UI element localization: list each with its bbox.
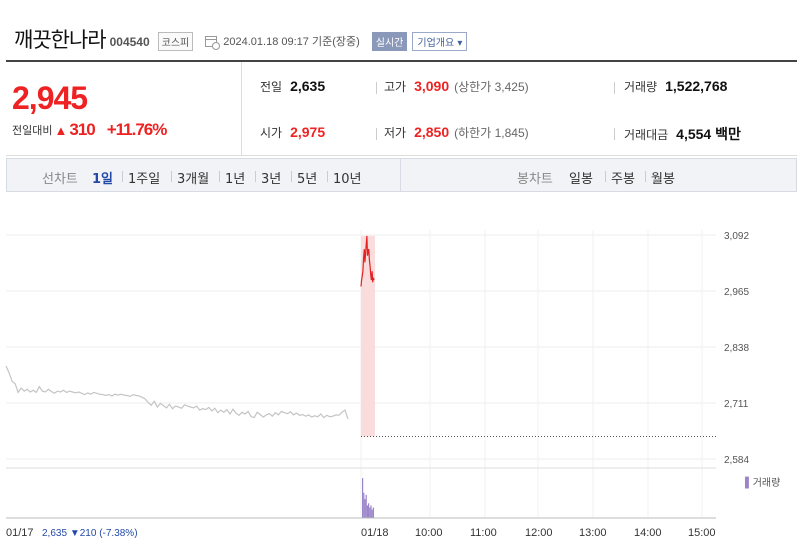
today-shade	[361, 235, 375, 437]
chart-period-bar: 선차트 1일 1주일 3개월 1년 3년 5년 10년 봉차트 일봉 주봉 월봉	[6, 158, 797, 192]
candle-monthly[interactable]: 월봉	[645, 168, 675, 187]
x-tick-label: 01/17	[6, 527, 34, 539]
y-tick-label: 2,584	[724, 455, 749, 466]
candle-daily[interactable]: 일봉	[569, 172, 593, 187]
stat-label: 거래대금	[624, 128, 669, 142]
x-axis-labels: 01/17 01/18 10:00 11:00 12:00 13:00 14:00 15:00	[6, 527, 716, 539]
volume-legend: ▌거래량	[744, 476, 780, 489]
lower-limit: (하한가 1,845)	[454, 126, 529, 140]
change-percent: +11.76%	[106, 120, 168, 139]
stat-value: 1,522,768	[665, 78, 728, 94]
change-amount: 310	[69, 120, 95, 139]
y-tick-label: 2,838	[724, 343, 749, 354]
stat-value: 2,975	[290, 124, 326, 140]
x-tick-label: 13:00	[579, 527, 607, 539]
down-triangle-icon: ▼	[70, 528, 80, 539]
prev-close-value: 2,635	[42, 528, 67, 539]
change-label: 전일대비	[12, 125, 53, 137]
period-10y[interactable]: 10년	[327, 168, 362, 187]
volume-bar	[362, 478, 364, 518]
stat-value: 2,850	[414, 124, 450, 140]
candle-weekly[interactable]: 주봉	[605, 168, 635, 187]
volume-bar	[372, 507, 374, 518]
period-3m[interactable]: 3개월	[170, 168, 209, 187]
divider	[376, 128, 377, 140]
y-tick-label: 2,965	[724, 287, 749, 298]
stock-header: 깨끗한나라 004540 코스피 2024.01.18 09:17 기준(장중)…	[14, 24, 468, 54]
period-1y[interactable]: 1년	[218, 168, 245, 187]
divider	[376, 82, 377, 94]
volume-legend-label: 거래량	[753, 477, 781, 489]
prev-percent: (-7.38%)	[99, 528, 137, 539]
market-badge: 코스피	[157, 31, 194, 51]
candle-chart-title: 봉차트	[517, 172, 553, 187]
stat-low: 저가 2,850 (하한가 1,845)	[384, 124, 529, 141]
stat-value: 2,635	[290, 78, 326, 94]
realtime-button[interactable]: 실시간	[371, 31, 408, 51]
x-tick-label: 01/18	[361, 527, 389, 539]
stock-name: 깨끗한나라	[14, 28, 107, 52]
period-5y[interactable]: 5년	[290, 168, 317, 187]
price-change: 전일대비 ▲ 310 +11.76%	[12, 120, 168, 140]
stat-volume: 거래량 1,522,768	[624, 78, 727, 95]
x-tick-label: 11:00	[470, 527, 497, 539]
y-axis-ticks: 3,092 2,965 2,838 2,711 2,584	[724, 231, 749, 466]
calendar-clock-icon	[205, 36, 221, 50]
volume-bar	[363, 492, 365, 518]
today-line	[360, 235, 375, 287]
x-tick-label: 14:00	[634, 527, 662, 539]
stat-open: 시가 2,975	[260, 124, 325, 141]
divider	[400, 159, 401, 191]
stat-label: 거래량	[624, 80, 658, 94]
divider	[614, 128, 615, 140]
company-overview-dropdown[interactable]: 기업개요 ▾	[412, 31, 468, 51]
volume-legend-swatch: ▌	[744, 476, 753, 489]
as-of-datetime: 2024.01.18 09:17 기준(장중)	[223, 36, 360, 48]
stat-label: 고가	[384, 80, 407, 94]
up-triangle-icon: ▲	[54, 122, 68, 138]
upper-limit: (상한가 3,425)	[454, 80, 529, 94]
y-tick-label: 2,711	[724, 399, 749, 410]
prev-day-summary: 2,635 ▼210 (-7.38%)	[42, 528, 138, 539]
period-1d[interactable]: 1일	[92, 172, 114, 187]
volume-bars	[362, 478, 374, 518]
current-price: 2,945	[12, 80, 88, 116]
prev-change: 210	[80, 528, 97, 539]
volume-bar	[369, 507, 371, 518]
stat-high: 고가 3,090 (상한가 3,425)	[384, 78, 529, 95]
price-summary: 2,945 전일대비 ▲ 310 +11.76% 전일 2,635 고가 3,0…	[6, 60, 797, 156]
volume-bar	[370, 505, 372, 518]
x-tick-label: 12:00	[525, 527, 553, 539]
period-1w[interactable]: 1주일	[121, 168, 160, 187]
current-price-cell: 2,945 전일대비 ▲ 310 +11.76%	[6, 62, 242, 156]
divider	[614, 82, 615, 94]
stat-amount: 거래대금 4,554 백만	[624, 124, 741, 144]
stat-value: 3,090	[414, 78, 450, 94]
stat-value: 4,554 백만	[676, 126, 741, 142]
volume-bar	[364, 499, 366, 518]
stat-label: 저가	[384, 126, 407, 140]
line-chart-title: 선차트	[42, 172, 78, 187]
y-tick-label: 3,092	[724, 231, 749, 242]
x-tick-label: 15:00	[688, 527, 716, 539]
prev-day-line	[5, 365, 349, 420]
stat-prev-close: 전일 2,635	[260, 78, 325, 95]
volume-bar	[371, 509, 373, 518]
volume-bar	[365, 494, 367, 518]
x-tick-label: 10:00	[415, 527, 443, 539]
volume-bar	[368, 503, 370, 518]
stat-label: 전일	[260, 80, 283, 94]
volume-bar	[366, 505, 368, 518]
stock-code: 004540	[109, 35, 150, 49]
stat-label: 시가	[260, 126, 283, 140]
period-3y[interactable]: 3년	[254, 168, 281, 187]
